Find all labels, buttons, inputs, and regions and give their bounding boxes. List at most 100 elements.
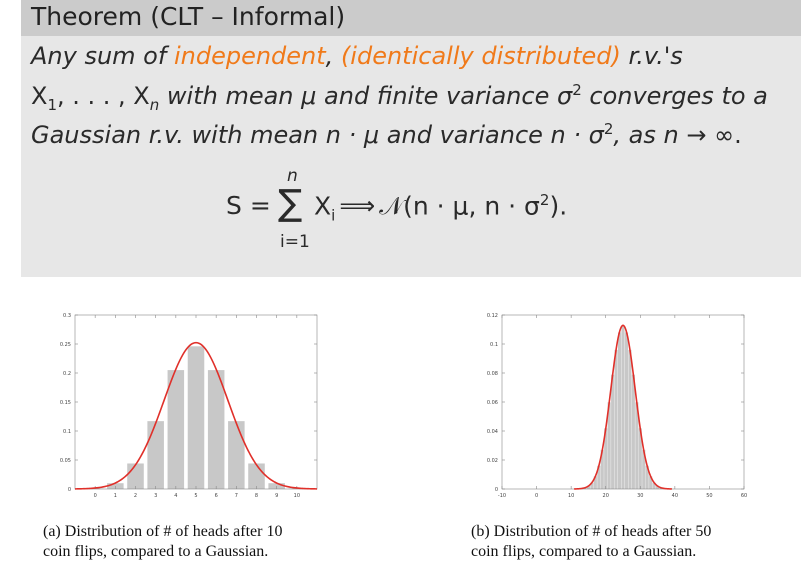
y-tick-label: 0.02	[487, 458, 498, 464]
theorem-line-3: Gaussian r.v. with mean n · μ and varian…	[31, 120, 742, 149]
gaussian-curve	[574, 324, 672, 490]
y-tick-label: 0.1	[63, 429, 71, 435]
x-tick-label: 50	[706, 493, 712, 499]
bar	[635, 402, 639, 489]
implies-arrow: ⟹	[339, 191, 376, 221]
chart-background	[462, 297, 767, 507]
x-tick-label: 6	[215, 493, 218, 499]
y-tick-label: 0.25	[60, 342, 71, 348]
bar	[600, 449, 604, 489]
x-tick-label: 2	[134, 493, 137, 499]
x-tick-label: 0	[94, 493, 97, 499]
bar	[649, 476, 653, 489]
sub-n: n	[149, 95, 160, 114]
theorem-line-2: X1, . . . , Xn with mean μ and finite va…	[31, 81, 768, 114]
y-tick-label: 0.05	[60, 458, 71, 464]
bar	[167, 370, 185, 489]
bar	[607, 402, 611, 489]
bar	[642, 449, 646, 489]
x-tick-label: 1	[114, 493, 117, 499]
x-tick-label: 10	[568, 493, 574, 499]
x-tick-label: 4	[174, 493, 177, 499]
bar	[638, 428, 642, 489]
sup-2: 2	[539, 191, 550, 209]
text-gaussian: Gaussian r.v. with mean	[31, 121, 326, 149]
bar	[628, 349, 632, 489]
sup-2: 2	[603, 120, 614, 138]
caption-a-line2: coin flips, compared to a Gaussian.	[43, 543, 269, 560]
theorem-line-1: Any sum of independent, (identically dis…	[31, 42, 683, 70]
normal-symbol: 𝒩	[379, 191, 404, 221]
sub-i: i	[331, 206, 336, 225]
x-tick-label: 20	[603, 493, 609, 499]
x-tick-label: 9	[275, 493, 278, 499]
bar	[187, 346, 205, 489]
symbol-sigma: σ	[556, 82, 573, 110]
sum-symbol: ∑	[278, 183, 303, 224]
sum-lower-limit: i=1	[280, 232, 310, 252]
text-converges: converges to a	[581, 82, 768, 110]
highlight-independent: independent	[173, 42, 326, 70]
sum-upper-limit: n	[287, 166, 298, 186]
x-tick-label: 0	[535, 493, 538, 499]
x-tick-label: -10	[498, 493, 506, 499]
var-n: n	[550, 121, 566, 149]
gaussian-curve	[74, 341, 318, 490]
bar	[248, 463, 265, 489]
bar	[604, 428, 608, 489]
y-tick-label: 0.04	[487, 429, 498, 435]
x-tick-label: 8	[255, 493, 258, 499]
y-tick-label: 0.12	[487, 313, 498, 319]
text-prefix: Any sum of	[31, 42, 174, 70]
bar	[652, 482, 656, 489]
x-tick-label: 60	[741, 493, 747, 499]
chart-heads-50-flips: 00.020.040.060.080.10.12-10 0 10 20 30 40 50 60	[462, 297, 767, 507]
formula-lhs: S =	[226, 191, 271, 220]
symbol-sigma: σ	[588, 121, 604, 149]
text-suffix: r.v.'s	[620, 42, 683, 70]
y-tick-label: 0.06	[487, 400, 498, 406]
ellipsis: , . . . ,	[57, 82, 134, 110]
y-tick-label: 0.3	[63, 313, 71, 319]
cdot: ·	[565, 121, 589, 149]
var-n: n	[663, 121, 679, 149]
bar	[597, 465, 601, 489]
bar	[147, 421, 164, 489]
text-and-variance: and variance	[379, 121, 551, 149]
bar	[207, 370, 225, 489]
cdot: ·	[341, 121, 364, 149]
var-xi: X	[314, 191, 332, 221]
x-tick-label: 40	[672, 493, 678, 499]
var-n: n	[325, 121, 341, 149]
x-tick-label: 7	[235, 493, 238, 499]
text-comma: ,	[325, 42, 341, 70]
bar	[631, 374, 635, 489]
bar	[645, 465, 649, 489]
x-tick-label: 5	[194, 493, 197, 499]
var-xn: X	[133, 82, 150, 110]
normal-args-close: ).	[549, 191, 568, 221]
bar	[621, 326, 625, 489]
caption-a: (a) Distribution of # of heads after 10 …	[43, 522, 343, 562]
y-tick-label: 0.1	[490, 342, 498, 348]
sup-2: 2	[572, 81, 582, 99]
y-tick-label: 0	[68, 487, 71, 493]
caption-b-line1: (b) Distribution of # of heads after 50	[471, 523, 712, 540]
bar	[586, 486, 590, 489]
x-tick-label: 10	[294, 493, 300, 499]
bar	[228, 421, 245, 489]
symbol-mu: μ	[363, 121, 380, 149]
x-tick-label: 3	[154, 493, 157, 499]
bar	[624, 332, 629, 489]
sub-1: 1	[47, 95, 57, 114]
y-tick-label: 0.2	[63, 371, 71, 377]
y-tick-label: 0.15	[60, 400, 71, 406]
text-finite-variance: and finite variance	[316, 82, 557, 110]
symbol-mu: μ	[301, 82, 317, 110]
bar	[590, 482, 594, 489]
caption-b-line2: coin flips, compared to a Gaussian.	[471, 543, 697, 560]
chart-heads-10-flips: 0 0.05 0.1 0.15 0.2 0.25 0.3 0 1 2 3 4 5 6 7 8 9 10	[35, 297, 340, 507]
chart-background	[35, 297, 340, 507]
bar	[656, 486, 660, 489]
y-tick-label: 0	[495, 487, 498, 493]
